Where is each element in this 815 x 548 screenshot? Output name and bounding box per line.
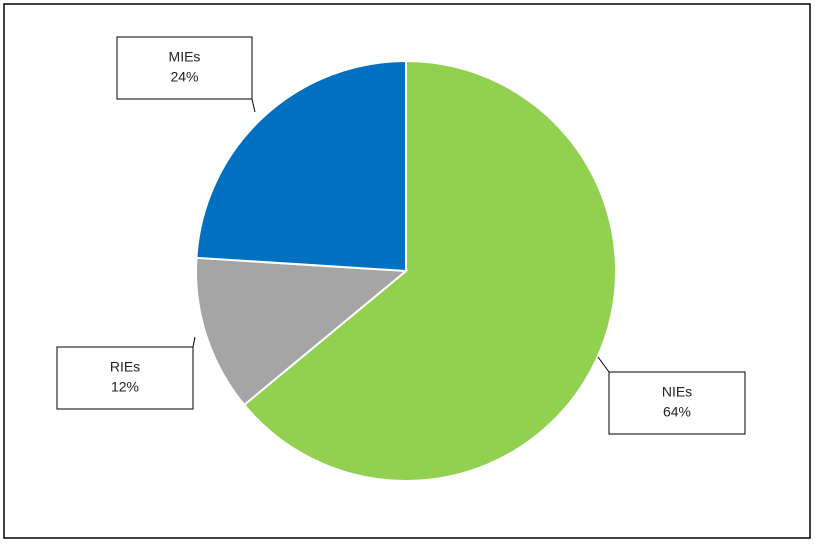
callout-box <box>56 346 194 410</box>
callout-leader <box>251 98 256 113</box>
category-label: MIEs <box>169 49 201 65</box>
pie-slice <box>195 256 409 407</box>
callout-box <box>116 36 253 100</box>
callout-leader <box>597 356 610 373</box>
pie-slice <box>195 59 407 273</box>
pie-slice <box>242 59 617 482</box>
callout-box <box>608 371 746 435</box>
value-label: 64% <box>663 404 691 420</box>
category-label: RIEs <box>110 359 140 375</box>
value-label: 12% <box>111 379 139 395</box>
category-label: NIEs <box>662 384 692 400</box>
value-label: 24% <box>170 69 198 85</box>
callout-leader <box>192 336 196 348</box>
